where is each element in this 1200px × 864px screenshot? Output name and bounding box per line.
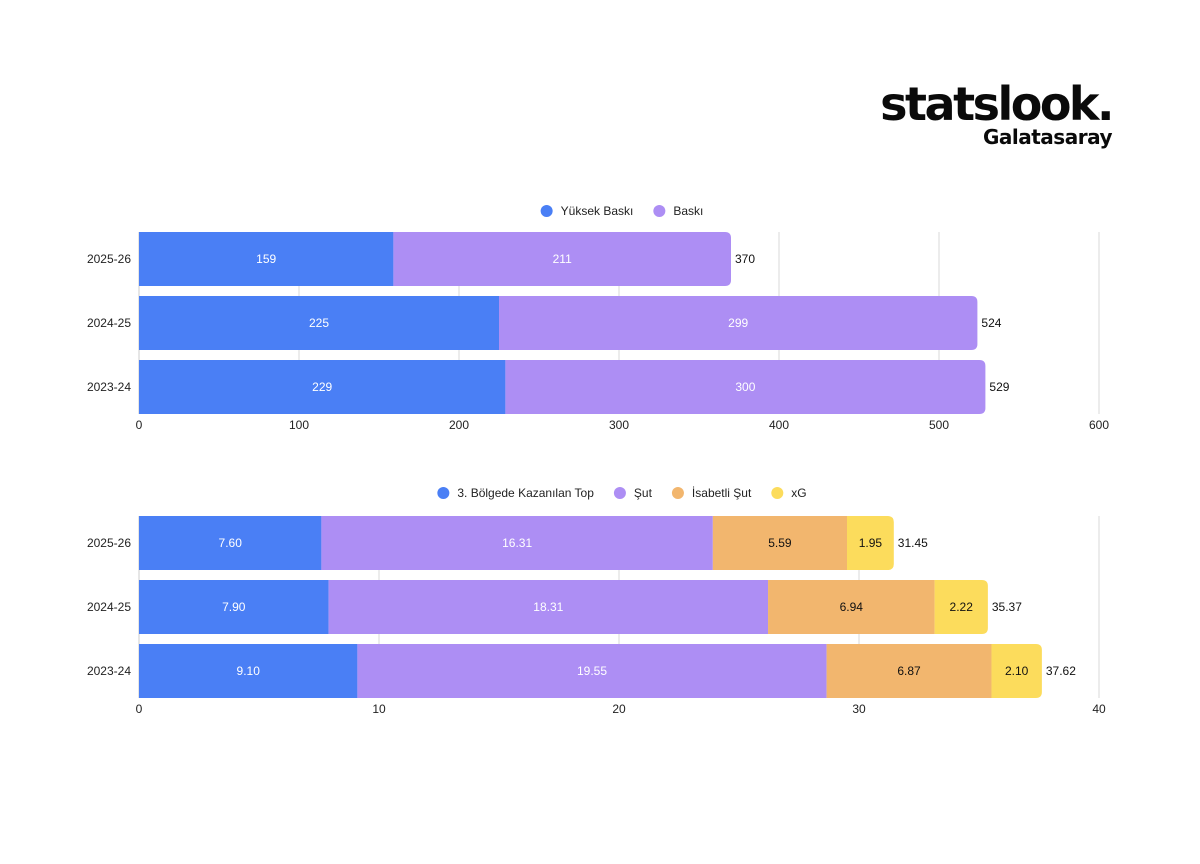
data-label: 6.94 bbox=[840, 600, 864, 614]
data-label: 5.59 bbox=[768, 536, 792, 550]
x-tick-label: 40 bbox=[1092, 702, 1106, 716]
chart-1: 0 100 200 300 400 500 600 Yüksek Baskı Baskı 2025… bbox=[87, 204, 1109, 432]
bar-segment bbox=[139, 296, 499, 350]
legend-item: Yüksek Baskı bbox=[540, 204, 634, 218]
data-label: 2.22 bbox=[950, 600, 974, 614]
legend-item: Baskı bbox=[653, 204, 703, 218]
bar-segment bbox=[768, 580, 935, 634]
legend-marker bbox=[771, 487, 784, 499]
bar-segment bbox=[826, 644, 992, 698]
data-label: 7.60 bbox=[219, 536, 243, 550]
data-label: 229 bbox=[312, 380, 332, 394]
x-tick-label: 400 bbox=[769, 418, 789, 432]
x-tick-label: 10 bbox=[372, 702, 386, 716]
legend: Yüksek Baskı Baskı bbox=[540, 204, 703, 218]
bar-segment bbox=[712, 516, 847, 570]
brand-logo: statslook. bbox=[880, 77, 1114, 131]
legend-label: xG bbox=[791, 486, 806, 500]
legend-item: 3. Bölgede Kazanılan Top bbox=[437, 486, 594, 500]
legend-marker bbox=[540, 205, 553, 217]
data-label: 18.31 bbox=[533, 600, 563, 614]
category-label: 2025-26 bbox=[87, 536, 131, 550]
legend-item: İsabetli Şut bbox=[671, 486, 752, 500]
category-label: 2024-25 bbox=[87, 316, 131, 330]
data-label: 159 bbox=[256, 252, 276, 266]
data-label: 6.87 bbox=[897, 664, 921, 678]
bar-segment bbox=[139, 580, 329, 634]
x-tick-label: 0 bbox=[136, 418, 143, 432]
team-name: Galatasaray bbox=[982, 125, 1113, 149]
data-label: 16.31 bbox=[502, 536, 532, 550]
total-label: 31.45 bbox=[898, 536, 928, 550]
x-tick-label: 20 bbox=[612, 702, 626, 716]
bar-segment bbox=[847, 516, 894, 570]
total-label: 529 bbox=[989, 380, 1009, 394]
legend-label: Baskı bbox=[673, 204, 703, 218]
data-label: 7.90 bbox=[222, 600, 246, 614]
data-label: 211 bbox=[553, 252, 572, 266]
bar-segment bbox=[139, 232, 394, 286]
legend-marker bbox=[671, 487, 684, 499]
legend-label: Yüksek Baskı bbox=[561, 204, 634, 218]
data-label: 9.10 bbox=[237, 664, 261, 678]
legend-marker bbox=[613, 487, 626, 499]
legend-item: xG bbox=[771, 486, 807, 500]
brand-block: statslook. Galatasaray bbox=[880, 77, 1114, 149]
x-tick-label: 100 bbox=[289, 418, 309, 432]
category-label: 2025-26 bbox=[87, 252, 131, 266]
legend: 3. Bölgede Kazanılan Top Şut İsabetli Şut x… bbox=[437, 486, 807, 500]
bar-segment bbox=[139, 644, 358, 698]
bar-segment bbox=[934, 580, 988, 634]
data-label: 19.55 bbox=[577, 664, 607, 678]
data-label: 300 bbox=[735, 380, 755, 394]
bar-segment bbox=[499, 296, 978, 350]
total-label: 37.62 bbox=[1046, 664, 1076, 678]
bar-segment bbox=[393, 232, 731, 286]
legend-label: 3. Bölgede Kazanılan Top bbox=[457, 486, 594, 500]
legend-marker bbox=[437, 487, 450, 499]
category-label: 2023-24 bbox=[87, 664, 131, 678]
category-label: 2024-25 bbox=[87, 600, 131, 614]
data-label: 299 bbox=[728, 316, 748, 330]
x-tick-label: 600 bbox=[1089, 418, 1109, 432]
total-label: 35.37 bbox=[992, 600, 1022, 614]
x-tick-label: 300 bbox=[609, 418, 629, 432]
bar-segment bbox=[505, 360, 986, 414]
legend-label: Şut bbox=[634, 486, 653, 500]
legend-label: İsabetli Şut bbox=[692, 486, 752, 500]
x-tick-label: 0 bbox=[136, 702, 143, 716]
bar-segment bbox=[991, 644, 1042, 698]
bar-segment bbox=[321, 516, 713, 570]
bar-segment bbox=[139, 516, 322, 570]
category-label: 2023-24 bbox=[87, 380, 131, 394]
legend-item: Şut bbox=[613, 486, 653, 500]
x-tick-label: 500 bbox=[929, 418, 949, 432]
x-tick-label: 30 bbox=[852, 702, 866, 716]
total-label: 370 bbox=[735, 252, 755, 266]
data-label: 2.10 bbox=[1005, 664, 1029, 678]
bar-segment bbox=[357, 644, 827, 698]
data-label: 225 bbox=[309, 316, 329, 330]
bar-segment bbox=[328, 580, 769, 634]
legend-marker bbox=[653, 205, 666, 217]
bar-segment bbox=[139, 360, 506, 414]
data-label: 1.95 bbox=[859, 536, 883, 550]
chart-2: 0 10 20 30 40 3. Bölgede Kazanılan Top Şut İsab… bbox=[87, 486, 1106, 716]
x-tick-label: 200 bbox=[449, 418, 469, 432]
total-label: 524 bbox=[981, 316, 1001, 330]
